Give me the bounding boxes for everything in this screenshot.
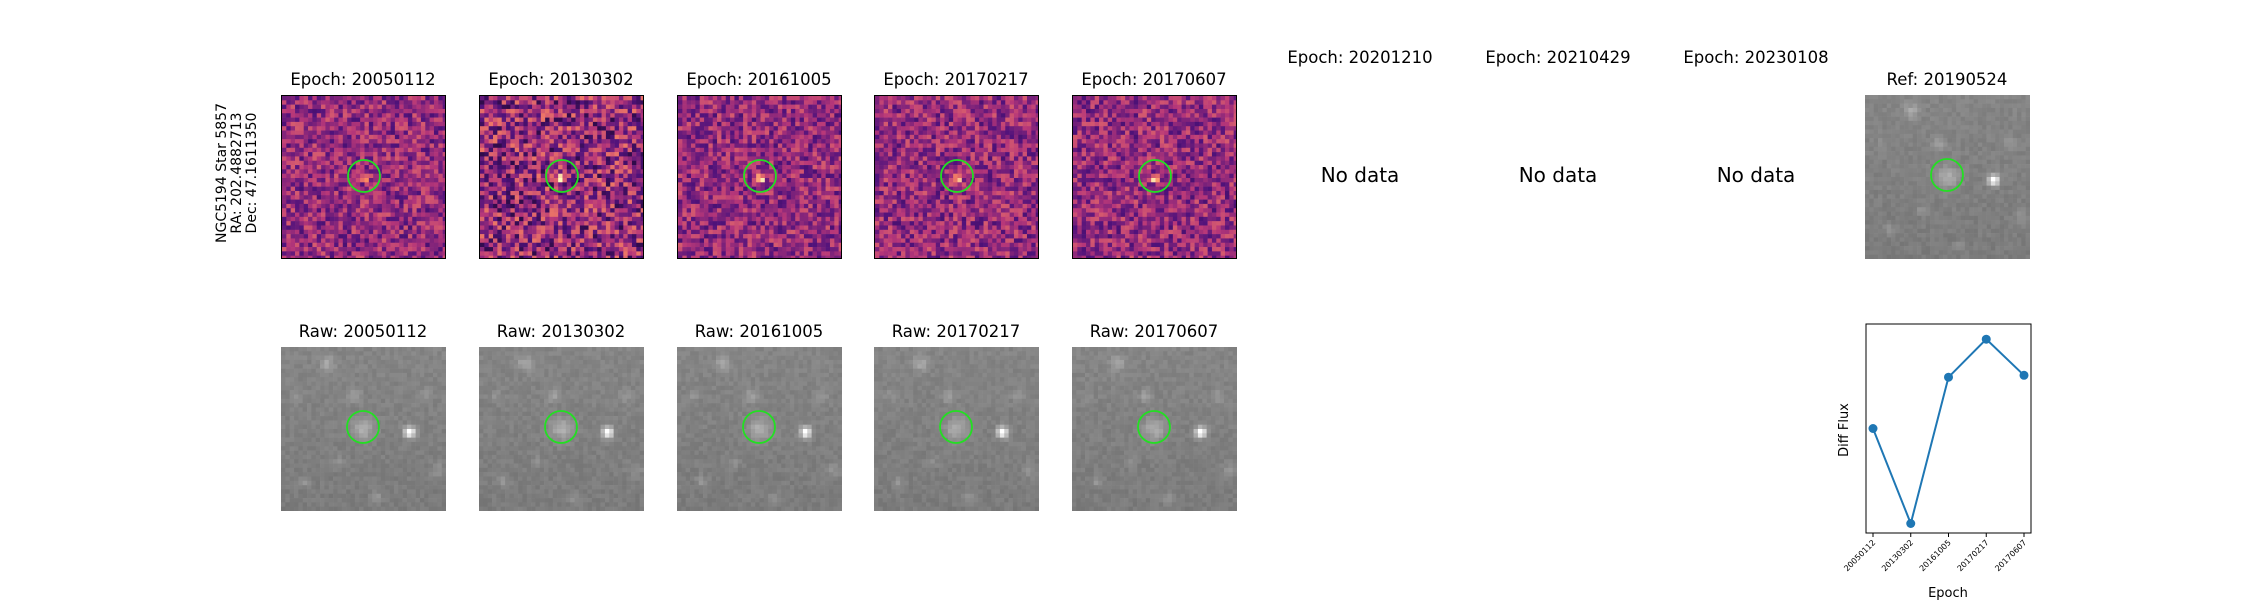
x-tick-label: 20130302 <box>1880 538 1915 573</box>
data-point <box>2020 371 2029 380</box>
difference-image <box>281 95 446 259</box>
chart-frame <box>1866 324 2031 533</box>
chart-xlabel: Epoch <box>1928 586 1968 601</box>
x-tick-label: 20161005 <box>1918 538 1953 573</box>
no-data-text: No data <box>1260 163 1460 187</box>
data-point <box>1906 519 1915 528</box>
no-data-text: No data <box>1458 163 1658 187</box>
data-point <box>1982 335 1991 344</box>
object-dec: Dec: 47.1611350 <box>245 98 260 248</box>
epoch-title: Epoch: 20230108 <box>1606 48 1906 68</box>
x-tick-label: 20170607 <box>1993 538 2028 573</box>
difference-image <box>677 95 842 259</box>
raw-image <box>479 347 644 511</box>
no-data-text: No data <box>1656 163 1856 187</box>
difference-image <box>874 95 1039 259</box>
object-name: NGC5194 Star 5857 <box>215 98 230 248</box>
raw-image <box>1072 347 1237 511</box>
difference-image <box>1072 95 1237 259</box>
raw-image <box>677 347 842 511</box>
reference-image <box>1865 95 2030 259</box>
chart-ylabel: Diff Flux <box>1837 403 1852 457</box>
data-point <box>1869 424 1878 433</box>
raw-image <box>874 347 1039 511</box>
raw-image <box>281 347 446 511</box>
x-tick-label: 20050112 <box>1842 538 1877 573</box>
series-line <box>1873 339 2024 523</box>
object-ra: RA: 202.4882713 <box>230 98 245 248</box>
raw-title: Raw: 20170607 <box>1004 322 1304 342</box>
epoch-title: Epoch: 20170607 <box>1004 70 1304 90</box>
data-point <box>1944 373 1953 382</box>
difference-image <box>479 95 644 259</box>
x-tick-label: 20170217 <box>1956 538 1991 573</box>
ref-title: Ref: 20190524 <box>1797 70 2097 90</box>
